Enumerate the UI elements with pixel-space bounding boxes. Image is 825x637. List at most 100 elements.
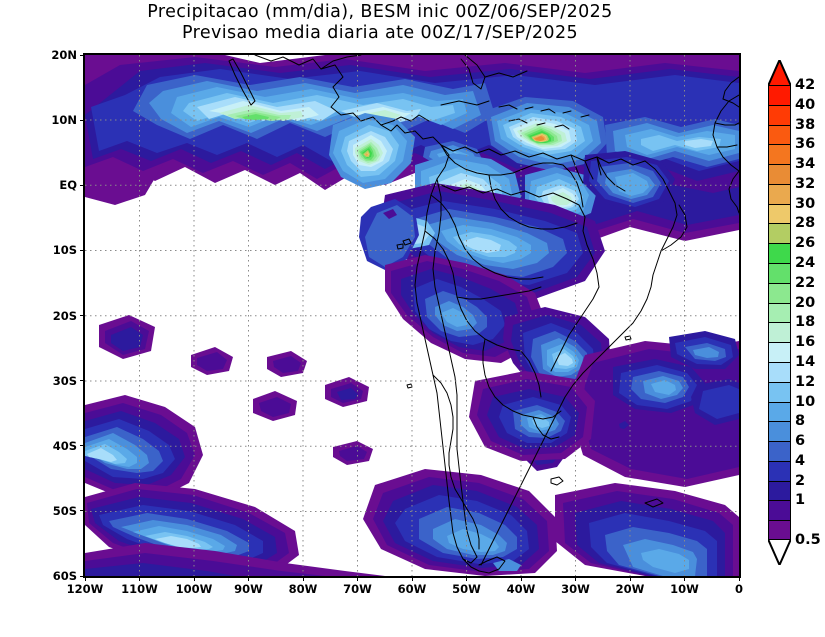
colorbar-tick-label: 20 [795,294,816,311]
colorbar-swatch [768,480,791,502]
map-gridlines [85,55,739,576]
colorbar-swatch [768,361,791,383]
x-tick [629,576,631,581]
colorbar-tick-label: 4 [795,452,806,469]
colorbar-tick-label: 26 [795,235,816,252]
y-tick [80,54,85,56]
colorbar-swatch [768,203,791,225]
x-axis-label: 120W [66,582,104,596]
colorbar-swatch [768,282,791,304]
y-axis-label: 20S [52,308,77,323]
colorbar-swatch [768,124,791,146]
x-tick [302,576,304,581]
colorbar-tick-label: 8 [795,413,806,430]
colorbar-tick-label: 24 [795,255,816,272]
colorbar-swatch [768,164,791,185]
colorbar-under-arrow-outline [768,539,791,565]
x-axis-label: 60W [397,582,427,596]
colorbar-swatch [768,381,791,403]
x-tick [193,576,195,581]
x-tick [84,576,86,581]
colorbar-tick-label: 2 [795,472,806,489]
colorbar-swatch [768,263,791,284]
colorbar-tick-label: 10 [795,393,816,410]
y-axis-label: 40S [52,438,77,453]
colorbar-swatch [768,342,791,363]
colorbar-tick-label: 6 [795,433,806,450]
colorbar-tick-label: 36 [795,136,816,153]
y-tick [80,445,85,447]
y-axis-label: EQ [59,178,77,193]
y-tick [80,119,85,121]
map-plot-area [83,53,741,578]
x-tick [466,576,467,581]
colorbar-tick-label: 18 [795,314,816,331]
y-tick [80,380,85,382]
colorbar-swatch [768,144,791,166]
x-axis-label: 90W [234,582,263,596]
y-axis-label: 60S [52,569,77,583]
x-axis-label: 110W [121,582,158,596]
x-tick [738,576,740,581]
x-axis-label: 10W [670,582,699,596]
title-line-1: Precipitacao (mm/dia), BESM inic 00Z/06/… [147,2,613,22]
colorbar-tick-label: 30 [795,195,816,212]
colorbar-tick-label: 40 [795,96,816,113]
x-axis-label: 30W [561,582,590,596]
colorbar-tick-label: 42 [795,77,816,93]
y-axis-label: 20N [51,48,77,62]
colorbar [768,85,791,541]
colorbar-over-arrow [768,60,790,86]
precipitation-contour-map [85,55,739,576]
title-line-2: Previsao media diaria ate 00Z/17/SEP/202… [181,22,579,43]
colorbar-tick-label: 32 [795,175,816,192]
x-tick [520,576,522,581]
y-axis-label: 10N [51,113,77,128]
y-tick [80,249,85,251]
colorbar-swatch [768,520,791,541]
y-tick [80,184,85,186]
x-axis-label: 100W [175,582,213,596]
figure-title: Precipitacao (mm/dia), BESM inic 00Z/06/… [0,2,760,43]
colorbar-swatch [768,85,791,106]
colorbar-tick-label: 16 [795,334,816,351]
colorbar-tick-label: 38 [795,116,816,133]
y-tick [80,510,85,512]
colorbar-swatch [768,421,791,443]
x-axis-label: 40W [506,582,536,596]
x-axis-label: 20W [615,582,645,596]
colorbar-swatch [768,500,791,522]
colorbar-tick-label: 22 [795,274,816,291]
y-axis-label: 50S [52,503,77,518]
x-tick [357,576,358,581]
colorbar-swatch [768,223,791,245]
colorbar-swatch [768,104,791,126]
x-axis-label: 50W [452,582,481,596]
colorbar-swatch [768,243,791,265]
colorbar-tick-label: 12 [795,373,816,390]
colorbar-swatch [768,322,791,344]
colorbar-tick-label: 14 [795,353,816,370]
x-tick [684,576,685,581]
x-tick [411,576,413,581]
colorbar-tick-label: 28 [795,215,816,232]
colorbar-swatch [768,401,791,423]
y-tick [80,315,85,316]
colorbar-tick-label: 1 [795,492,806,509]
x-tick [139,576,140,581]
colorbar-swatch [768,441,791,462]
x-axis-label: 0 [734,582,744,596]
x-tick [575,576,576,581]
colorbar-swatch [768,302,791,324]
y-axis-label: 30S [52,373,77,388]
colorbar-swatch [768,460,791,482]
x-tick [248,576,249,581]
x-axis-label: 70W [343,582,372,596]
x-axis-label: 80W [288,582,318,596]
colorbar-tick-label: 34 [795,156,816,173]
colorbar-swatch [768,183,791,205]
y-tick [80,575,85,577]
y-axis-label: 10S [52,243,77,258]
colorbar-tick-label: 0.5 [795,532,821,548]
